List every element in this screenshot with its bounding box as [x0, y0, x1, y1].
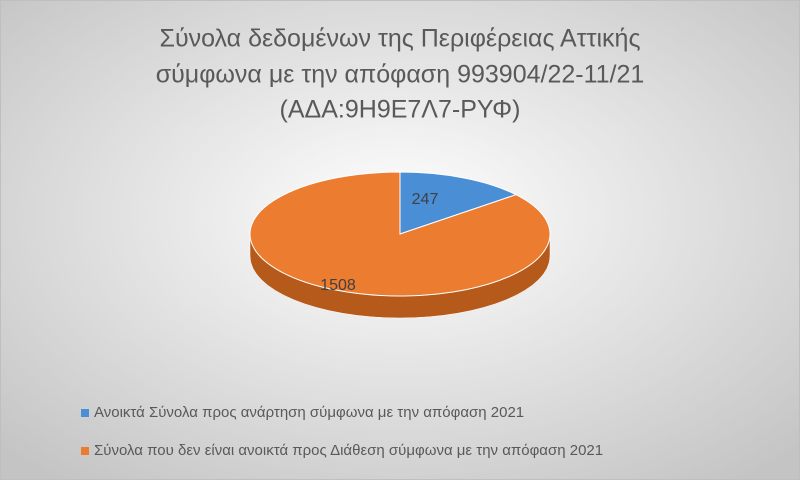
slice — [249, 171, 551, 297]
slice — [399, 171, 518, 235]
legend-swatch — [81, 409, 89, 417]
chart-title: Σύνολα δεδομένων της Περιφέρειας Αττικής — [160, 25, 641, 53]
legend-label: Σύνολα που δεν είναι ανοικτά προς Διάθεσ… — [94, 442, 603, 459]
legend-label: Ανοικτά Σύνολα προς ανάρτηση σύμφωνα με … — [94, 404, 524, 421]
chart-title: (ΑΔΑ:9Η9Ε7Λ7-ΡΥΦ) — [280, 96, 521, 124]
legend-swatch — [81, 447, 89, 455]
data-label: 247 — [412, 191, 439, 208]
chart-title: σύμφωνα με την απόφαση 993904/22-11/21 — [156, 61, 645, 89]
data-label: 1508 — [320, 277, 356, 294]
